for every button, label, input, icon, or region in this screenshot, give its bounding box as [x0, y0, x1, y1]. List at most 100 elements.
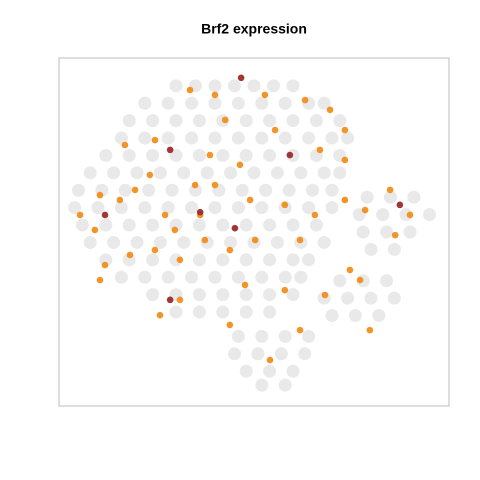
- point: [169, 305, 183, 319]
- point: [216, 253, 230, 267]
- point: [107, 166, 121, 180]
- point: [396, 201, 404, 209]
- point: [251, 236, 259, 244]
- point: [221, 116, 229, 124]
- point: [76, 211, 84, 219]
- point: [161, 96, 175, 110]
- point: [211, 91, 219, 99]
- point: [216, 218, 230, 232]
- point: [325, 131, 339, 145]
- point: [200, 166, 214, 180]
- point: [255, 96, 269, 110]
- point: [263, 364, 277, 378]
- point: [263, 288, 277, 302]
- point: [317, 166, 331, 180]
- point: [216, 148, 230, 162]
- point: [281, 201, 289, 209]
- point: [306, 183, 319, 197]
- point: [255, 378, 269, 392]
- point: [192, 114, 206, 128]
- point: [294, 270, 308, 284]
- point: [286, 364, 300, 378]
- point: [255, 329, 269, 343]
- point: [146, 288, 160, 302]
- point: [309, 114, 323, 128]
- point: [274, 347, 288, 361]
- point: [151, 246, 159, 254]
- point: [247, 166, 261, 180]
- point: [239, 148, 253, 162]
- point: [99, 148, 113, 162]
- point: [239, 305, 253, 319]
- point: [407, 190, 421, 204]
- point: [192, 218, 206, 232]
- point: [263, 148, 277, 162]
- point: [208, 79, 222, 93]
- point: [325, 183, 339, 197]
- point: [356, 276, 364, 284]
- point: [196, 208, 204, 216]
- point: [387, 242, 401, 256]
- point: [75, 218, 89, 232]
- point: [169, 148, 183, 162]
- point: [333, 114, 347, 128]
- point: [185, 201, 199, 215]
- point: [208, 96, 222, 110]
- point: [192, 305, 206, 319]
- point: [403, 225, 417, 239]
- point: [302, 253, 316, 267]
- point: [122, 218, 136, 232]
- point: [286, 253, 300, 267]
- point: [239, 114, 253, 128]
- point: [380, 274, 394, 288]
- point: [267, 79, 280, 93]
- point: [366, 326, 374, 334]
- point: [161, 211, 169, 219]
- point: [151, 136, 159, 144]
- point: [386, 186, 394, 194]
- point: [317, 96, 331, 110]
- point: [321, 291, 329, 299]
- point: [263, 114, 277, 128]
- point: [146, 218, 160, 232]
- point: [278, 329, 292, 343]
- point: [239, 218, 253, 232]
- point: [101, 261, 109, 269]
- point: [138, 201, 152, 215]
- point: [208, 201, 222, 215]
- point: [185, 270, 199, 284]
- point: [118, 183, 132, 197]
- point: [224, 235, 238, 249]
- point: [169, 114, 183, 128]
- point: [228, 79, 241, 93]
- point: [387, 291, 401, 305]
- point: [302, 131, 316, 145]
- point: [116, 196, 124, 204]
- point: [270, 166, 284, 180]
- point: [122, 114, 136, 128]
- point: [263, 253, 277, 267]
- point: [114, 131, 128, 145]
- point: [341, 131, 355, 145]
- point: [263, 305, 277, 319]
- point: [341, 196, 349, 204]
- point: [208, 131, 222, 145]
- point: [156, 311, 164, 319]
- point: [138, 270, 152, 284]
- point: [211, 181, 219, 189]
- point: [231, 96, 245, 110]
- point: [364, 242, 378, 256]
- point: [126, 251, 134, 259]
- point: [236, 161, 244, 169]
- point: [224, 166, 238, 180]
- point: [130, 166, 144, 180]
- plot-frame: [58, 57, 450, 407]
- point: [278, 96, 292, 110]
- point: [72, 183, 85, 197]
- point: [165, 183, 179, 197]
- point: [237, 74, 245, 82]
- point: [294, 166, 308, 180]
- point: [131, 186, 139, 194]
- point: [96, 191, 104, 199]
